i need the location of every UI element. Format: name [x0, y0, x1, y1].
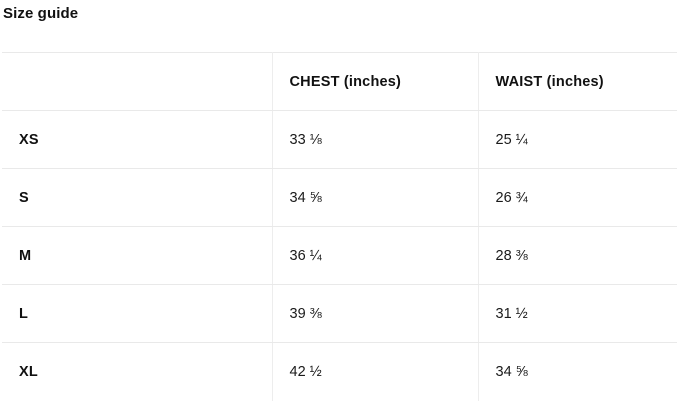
row-chest-value: 34 ⅝ [272, 168, 479, 227]
row-waist-value: 34 ⅝ [478, 342, 677, 401]
row-waist-value: 25 ¼ [478, 110, 677, 169]
table-row: XS 33 ⅛ 25 ¼ [2, 110, 677, 169]
table-header: CHEST (inches) WAIST (inches) [2, 52, 677, 111]
table-row: L 39 ⅜ 31 ½ [2, 284, 677, 343]
row-size-label: S [2, 168, 273, 227]
row-size-label: M [2, 226, 273, 285]
table-body: XS 33 ⅛ 25 ¼ S 34 ⅝ 26 ¾ M 36 ¼ 28 ⅜ L 3… [2, 110, 677, 401]
page-title: Size guide [3, 5, 79, 22]
row-chest-value: 39 ⅜ [272, 284, 479, 343]
size-guide-table: CHEST (inches) WAIST (inches) XS 33 ⅛ 25… [2, 52, 677, 401]
row-size-label: XL [2, 342, 273, 401]
table-row: XL 42 ½ 34 ⅝ [2, 342, 677, 401]
row-chest-value: 42 ½ [272, 342, 479, 401]
row-chest-value: 33 ⅛ [272, 110, 479, 169]
table-row: M 36 ¼ 28 ⅜ [2, 226, 677, 285]
column-header-size [2, 52, 273, 111]
column-header-waist: WAIST (inches) [478, 52, 677, 111]
row-waist-value: 31 ½ [478, 284, 677, 343]
row-waist-value: 28 ⅜ [478, 226, 677, 285]
row-size-label: XS [2, 110, 273, 169]
column-header-chest: CHEST (inches) [272, 52, 479, 111]
row-chest-value: 36 ¼ [272, 226, 479, 285]
row-size-label: L [2, 284, 273, 343]
table-row: S 34 ⅝ 26 ¾ [2, 168, 677, 227]
row-waist-value: 26 ¾ [478, 168, 677, 227]
table-header-row: CHEST (inches) WAIST (inches) [2, 52, 677, 111]
